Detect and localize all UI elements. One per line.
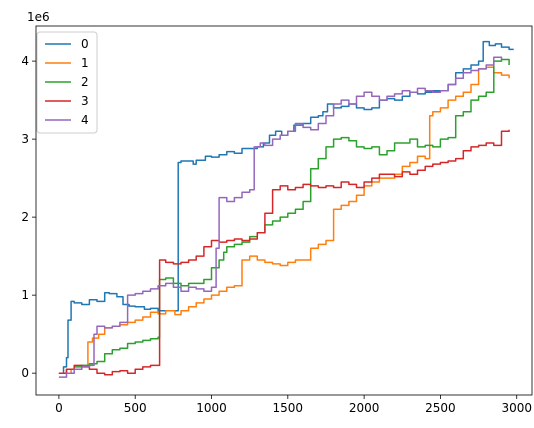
y-tick-label: 4: [21, 54, 29, 68]
x-tick-label: 3000: [501, 401, 532, 415]
y-tick-label: 2: [21, 210, 29, 224]
x-axis: 0 500 1000 1500 2000 2500 3000: [55, 395, 532, 415]
y-tick-label: 3: [21, 132, 29, 146]
y-axis: 0 1 2 3 4: [21, 54, 36, 380]
y-tick-label: 1: [21, 288, 29, 302]
series-line-3: [58, 129, 510, 376]
y-tick-label: 0: [21, 366, 29, 380]
legend-label-1: 1: [81, 56, 89, 70]
y-offset-label: 1e6: [27, 10, 50, 24]
legend-label-0: 0: [81, 37, 89, 51]
series-line-4: [58, 56, 503, 378]
x-tick-label: 500: [124, 401, 147, 415]
legend: 0 1 2 3 4: [36, 31, 98, 134]
x-tick-label: 2500: [425, 401, 456, 415]
legend-label-3: 3: [81, 94, 89, 108]
series-line-2: [58, 58, 510, 374]
x-tick-label: 1000: [196, 401, 227, 415]
x-tick-label: 0: [55, 401, 63, 415]
x-tick-label: 2000: [349, 401, 380, 415]
legend-label-4: 4: [81, 113, 89, 127]
series-layer: [58, 40, 514, 378]
plot-frame: [35, 25, 533, 396]
x-tick-label: 1500: [273, 401, 304, 415]
series-line-1: [58, 66, 510, 374]
legend-label-2: 2: [81, 75, 89, 89]
